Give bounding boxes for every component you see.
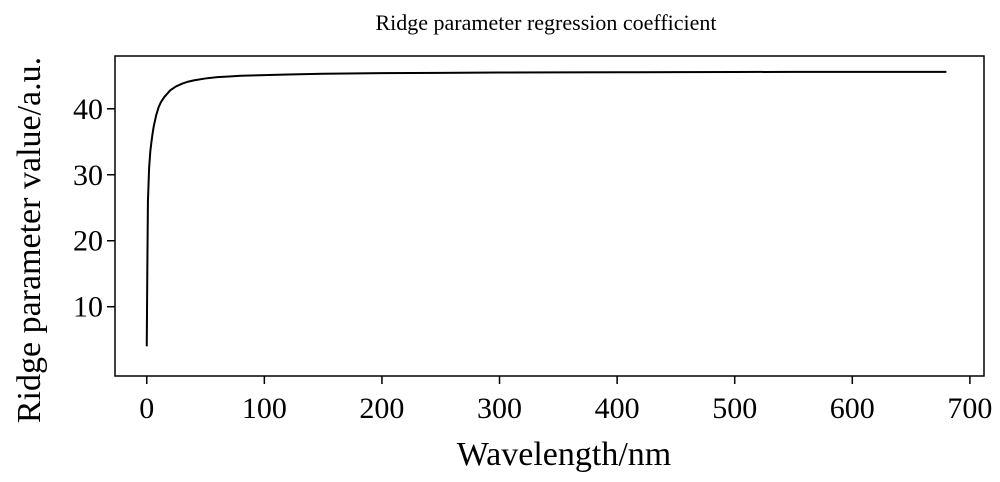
- y-axis: 10 20 30 40: [73, 93, 115, 324]
- y-tick-label: 10: [73, 291, 103, 324]
- y-tick-label: 40: [73, 93, 103, 126]
- x-tick-label: 200: [359, 392, 404, 425]
- x-tick-label: 100: [242, 392, 287, 425]
- x-tick-label: 600: [830, 392, 875, 425]
- plot-frame: [114, 55, 985, 377]
- x-axis: 0 100 200 300 400 500 600 700: [139, 376, 992, 425]
- x-tick-label: 300: [477, 392, 522, 425]
- x-tick-label: 500: [712, 392, 757, 425]
- chart-title: Ridge parameter regression coefficient: [375, 10, 716, 35]
- series-line: [145, 70, 947, 347]
- y-tick-label: 20: [73, 225, 103, 258]
- y-tick-label: 30: [73, 159, 103, 192]
- x-tick-label: 400: [595, 392, 640, 425]
- y-axis-label: Ridge parameter value/a.u.: [11, 57, 48, 423]
- x-tick-label: 0: [139, 392, 154, 425]
- x-axis-label: Wavelength/nm: [457, 436, 671, 473]
- x-tick-label: 700: [947, 392, 992, 425]
